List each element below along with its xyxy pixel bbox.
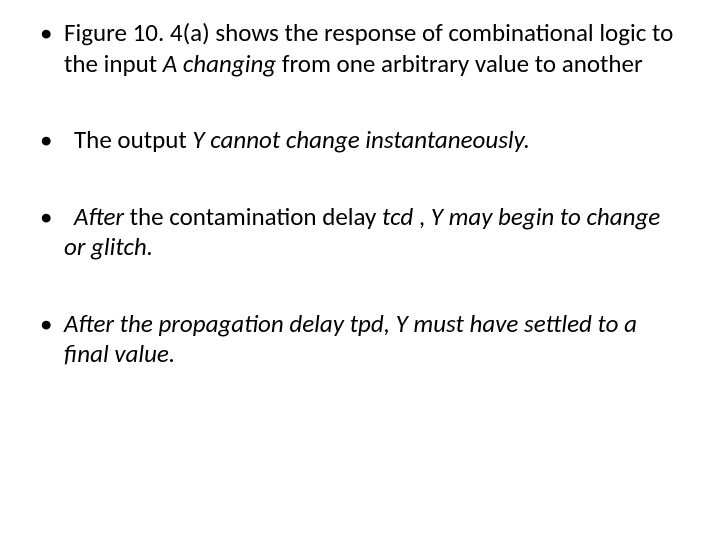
bullet-text-segment: Y cannot change instantaneously. xyxy=(192,124,530,155)
bullet-text-segment: After the propagation delay tpd, Y must … xyxy=(64,308,637,370)
bullet-text-segment: The output xyxy=(74,124,192,155)
bullet-text-segment: tcd xyxy=(382,201,419,232)
bullet-text-segment: A changing xyxy=(163,48,282,79)
bullet-item: Figure 10. 4(a) shows the response of co… xyxy=(36,18,684,79)
bullet-text-segment: After xyxy=(74,201,130,232)
bullet-text-segment: from one arbitrary value to another xyxy=(282,48,643,79)
bullet-item: The output Y cannot change instantaneous… xyxy=(36,125,684,156)
bullet-text-segment: the contamination delay xyxy=(130,201,382,232)
bullet-list: Figure 10. 4(a) shows the response of co… xyxy=(36,18,684,370)
slide-body: Figure 10. 4(a) shows the response of co… xyxy=(0,0,720,540)
bullet-item: After the contamination delay tcd , Y ma… xyxy=(36,202,684,263)
bullet-item: After the propagation delay tpd, Y must … xyxy=(36,309,684,370)
bullet-text-segment: , xyxy=(419,201,431,232)
